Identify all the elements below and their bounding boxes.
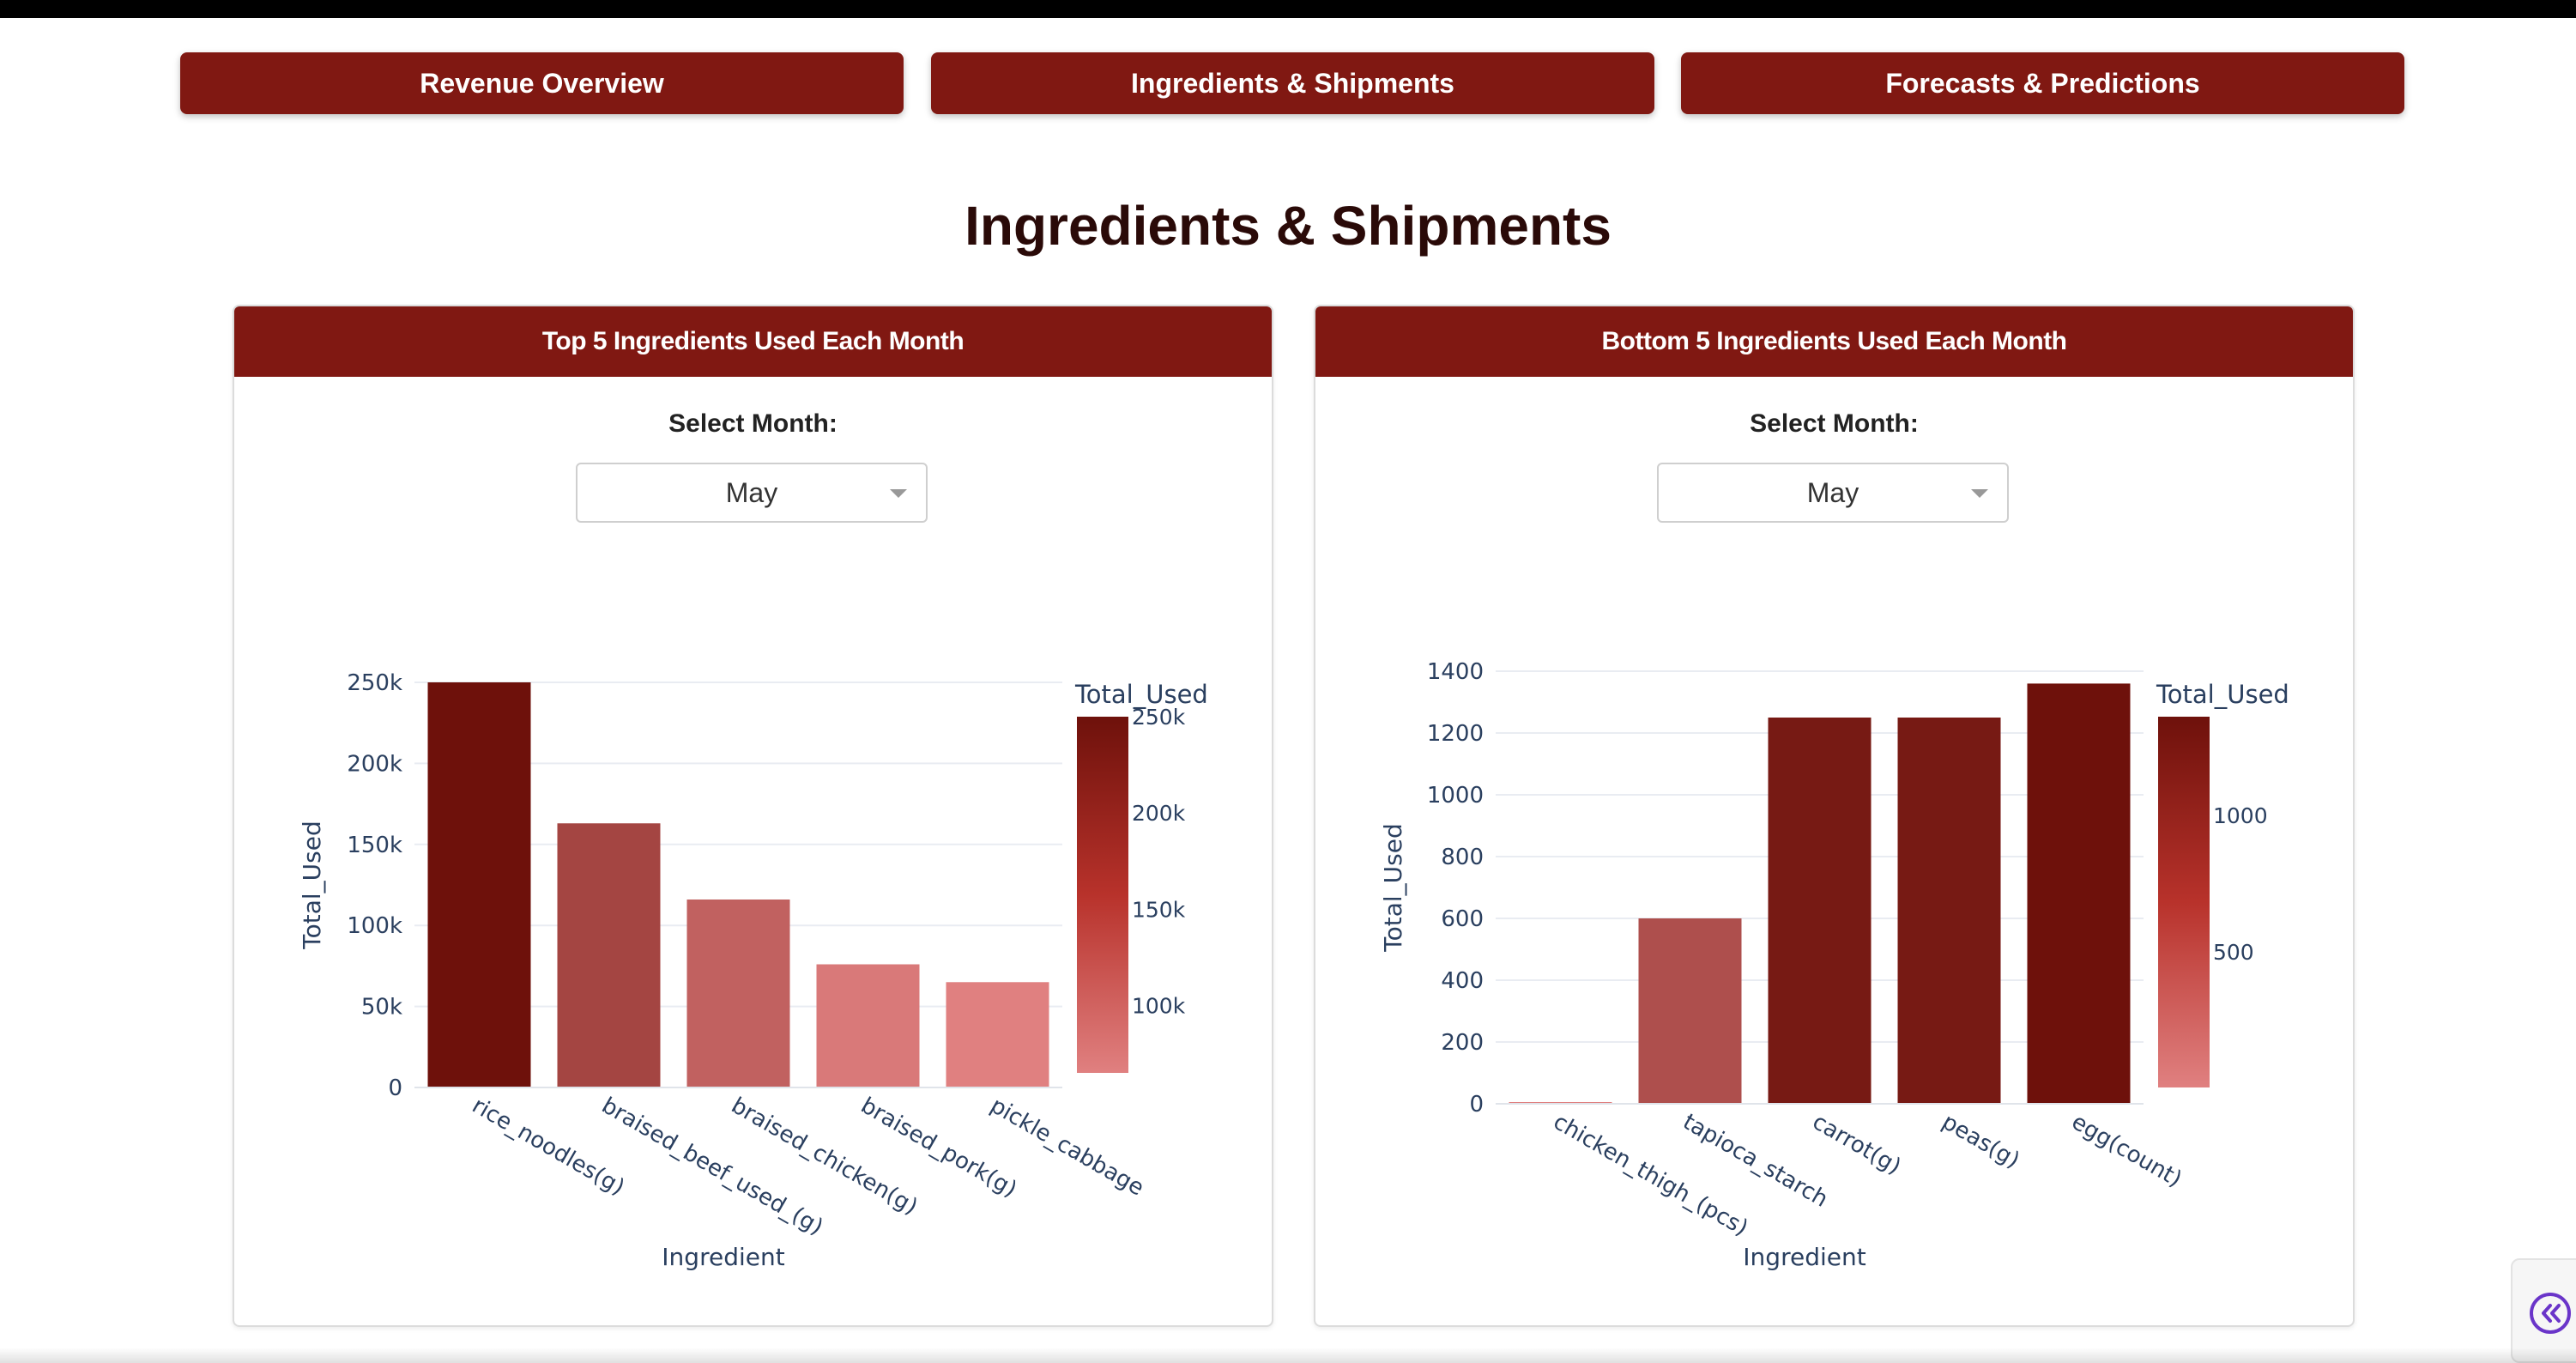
y-axis-title: Total_Used <box>1379 823 1407 952</box>
bar-tapioca_starch[interactable] <box>1638 918 1742 1104</box>
month-select-label: Select Month: <box>668 409 838 438</box>
colorbar-tick-label: 1000 <box>2213 803 2268 828</box>
bar-peas(g)[interactable] <box>1897 718 2001 1104</box>
bar-braised_beef_used_(g)[interactable] <box>557 823 661 1087</box>
y-tick-label: 600 <box>1441 906 1484 932</box>
page-bottom-shadow <box>0 1348 2576 1363</box>
y-tick-label: 1000 <box>1427 783 1484 809</box>
colorbar-tick-label: 100k <box>1132 993 1186 1018</box>
colorbar-tick-label: 200k <box>1132 801 1186 826</box>
colorbar-title: Total_Used <box>1074 680 1208 709</box>
nav-revenue-overview-button[interactable]: Revenue Overview <box>180 52 904 114</box>
bottom-ingredients-card: Bottom 5 Ingredients Used Each Month Sel… <box>1314 305 2355 1327</box>
x-axis-title: Ingredient <box>662 1243 784 1271</box>
month-select-dropdown[interactable]: May <box>1657 463 2009 523</box>
y-tick-label: 200 <box>1441 1030 1484 1056</box>
x-tick-label: peas(g) <box>1938 1109 2024 1173</box>
y-tick-label: 400 <box>1441 968 1484 994</box>
selected-month-value: May <box>725 476 778 508</box>
top-window-bar <box>0 0 2576 18</box>
caret-down-icon <box>1971 489 1988 498</box>
bar-pickle_cabbage[interactable] <box>946 982 1049 1087</box>
bar-rice_noodles(g)[interactable] <box>427 682 531 1087</box>
y-tick-label: 250k <box>347 670 402 696</box>
y-tick-label: 800 <box>1441 845 1484 870</box>
y-tick-label: 1200 <box>1427 721 1484 747</box>
x-tick-label: carrot(g) <box>1808 1109 1905 1180</box>
colorbar <box>2158 717 2210 1087</box>
y-tick-label: 0 <box>1469 1092 1484 1118</box>
y-axis-title: Total_Used <box>298 821 326 949</box>
colorbar-tick-label: 150k <box>1132 897 1186 922</box>
bar-braised_pork(g)[interactable] <box>816 964 920 1087</box>
colorbar <box>1077 717 1128 1073</box>
page-title: Ingredients & Shipments <box>964 195 1612 257</box>
colorbar-title: Total_Used <box>2156 680 2289 709</box>
bar-carrot(g)[interactable] <box>1768 718 1872 1104</box>
x-axis-title: Ingredient <box>1743 1243 1865 1271</box>
nav-ingredients-shipments-button[interactable]: Ingredients & Shipments <box>931 52 1654 114</box>
bar-braised_chicken(g)[interactable] <box>686 899 790 1087</box>
colorbar-tick-label: 250k <box>1132 705 1186 730</box>
y-tick-label: 150k <box>347 833 402 858</box>
nav-forecasts-predictions-button[interactable]: Forecasts & Predictions <box>1681 52 2404 114</box>
bottom-ingredients-card-title: Bottom 5 Ingredients Used Each Month <box>1315 306 2353 377</box>
y-tick-label: 50k <box>361 995 402 1021</box>
bar-egg(count)[interactable] <box>2027 683 2131 1104</box>
x-tick-label: braised_beef_used_(g) <box>597 1093 827 1240</box>
y-tick-label: 0 <box>388 1075 402 1101</box>
y-tick-label: 200k <box>347 751 402 777</box>
chevrons-left-icon <box>2530 1293 2571 1334</box>
y-tick-label: 1400 <box>1427 659 1484 685</box>
collapse-panel-button[interactable] <box>2511 1258 2576 1363</box>
top-ingredients-card: Top 5 Ingredients Used Each Month Select… <box>233 305 1273 1327</box>
y-tick-label: 100k <box>347 913 402 939</box>
bottom-ingredients-bar-chart: 0200400600800100012001400chicken_thigh_(… <box>1379 659 2289 1271</box>
top-ingredients-bar-chart: 050k100k150k200k250krice_noodles(g)brais… <box>298 670 1208 1271</box>
caret-down-icon <box>890 489 907 498</box>
month-select-dropdown[interactable]: May <box>576 463 928 523</box>
selected-month-value: May <box>1806 476 1859 508</box>
top-ingredients-card-title: Top 5 Ingredients Used Each Month <box>234 306 1272 377</box>
month-select-label: Select Month: <box>1750 409 1919 438</box>
colorbar-tick-label: 500 <box>2213 940 2254 965</box>
x-tick-label: egg(count) <box>2067 1109 2186 1192</box>
